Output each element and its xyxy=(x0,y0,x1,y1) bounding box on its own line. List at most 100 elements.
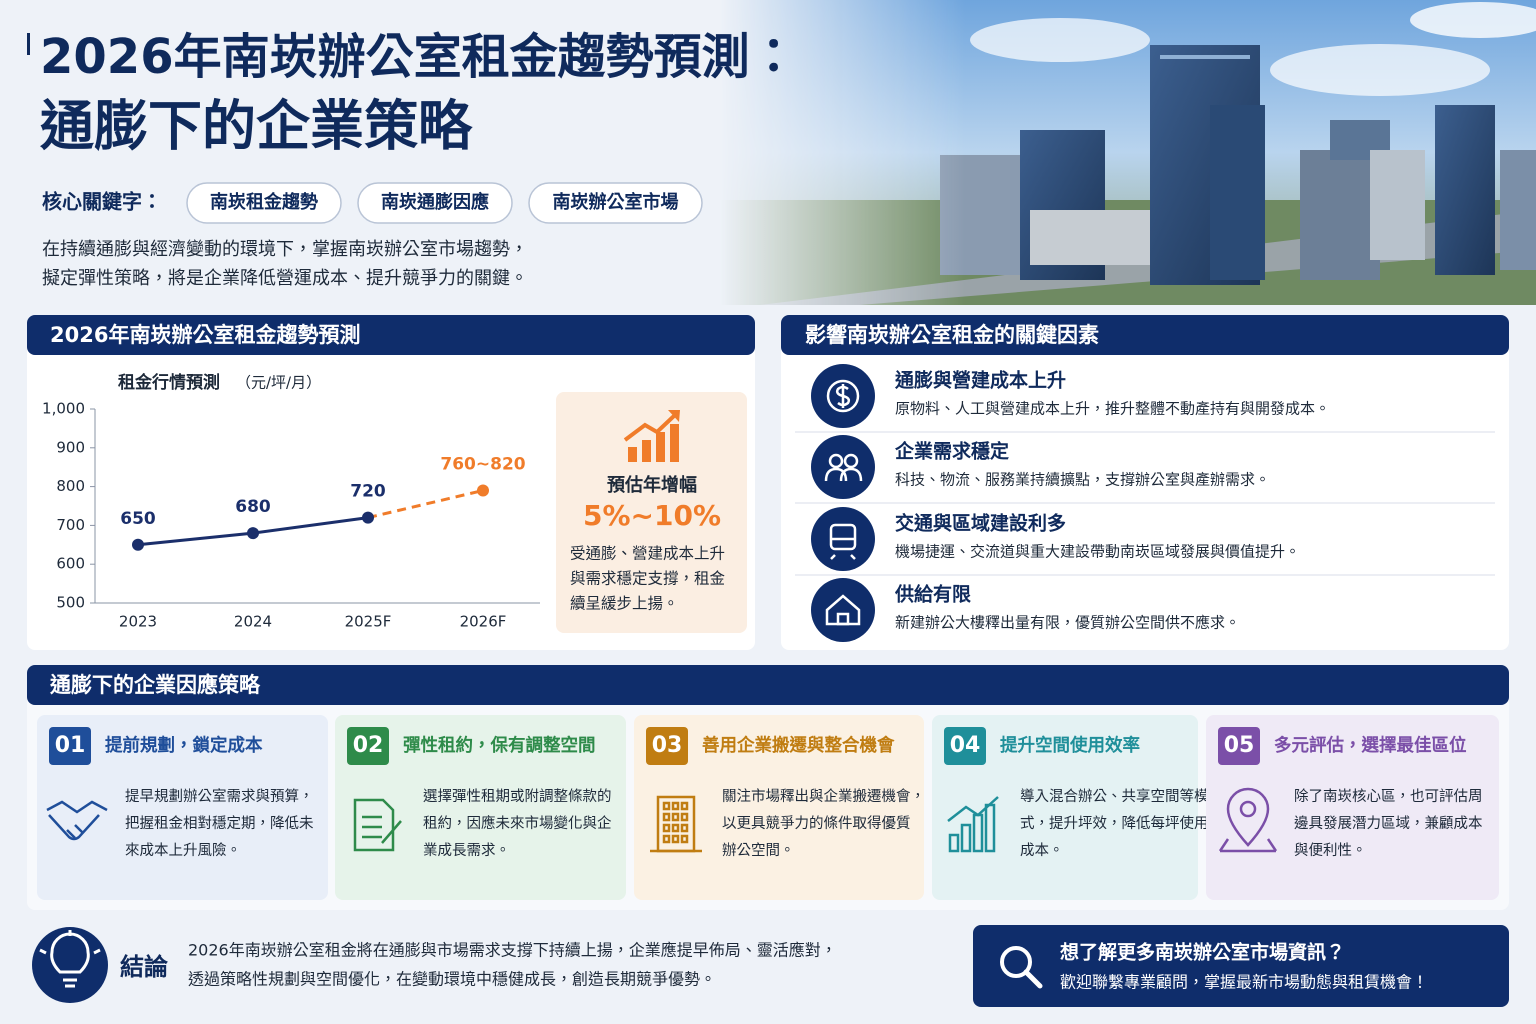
growth-value: 5%~10% xyxy=(583,499,721,532)
glyph xyxy=(680,801,689,811)
conclusion-text: 2026年南崁辦公室租金將在通膨與市場需求支撐下持續上揚，企業應提早佈局、靈活應… xyxy=(188,941,837,960)
strategy-text: 把握租金相對穩定期，降低未 xyxy=(125,815,314,832)
cta[interactable]: 想了解更多南崁辦公室市場資訊？ 歡迎聯繫專業顧問，掌握最新市場動態與租賃機會！ xyxy=(973,925,1509,1007)
strategy-card xyxy=(932,715,1198,900)
glyph xyxy=(46,800,108,841)
x-tick-label: 2026F xyxy=(460,613,507,631)
strategy-icon xyxy=(947,796,999,853)
intro-text: 在持續通膨與經濟變動的環境下，掌握南崁辦公室市場趨勢， xyxy=(42,239,528,260)
data-point xyxy=(477,484,489,497)
strategy-text: 導入混合辦公、共享空間等模 xyxy=(1020,787,1209,805)
glyph xyxy=(948,833,960,853)
strategy-title: 提升空間使用效率 xyxy=(1000,735,1140,756)
title-accent xyxy=(27,33,30,55)
growth-label: 預估年增幅 xyxy=(607,474,697,496)
factor-glyph xyxy=(826,379,860,413)
factor-title: 通膨與營建成本上升 xyxy=(894,369,1066,392)
glyph xyxy=(671,812,680,822)
strategy-card xyxy=(335,715,626,900)
keyword-pill xyxy=(357,182,513,224)
factor-icon xyxy=(811,578,875,642)
conclusion-label: 結論 xyxy=(120,953,169,981)
panel-title: 影響南崁辦公室租金的關鍵因素 xyxy=(805,323,1099,347)
glyph xyxy=(662,801,671,811)
panel-header xyxy=(781,315,1509,355)
line-chart: 500 600 700 800 900 1,000 2023 2024 2025F 2026F 65… xyxy=(42,400,540,631)
glyph xyxy=(1226,787,1270,847)
glyph xyxy=(662,823,671,833)
glyph xyxy=(947,796,999,822)
data-point xyxy=(132,538,144,551)
strategy-text: 式，提升坪效，降低每坪使用 xyxy=(1020,815,1209,832)
glyph xyxy=(671,834,680,844)
number-badge xyxy=(944,727,986,765)
factor-list: 通膨與營建成本上升原物料、人工與營建成本上升，推升整體不動產持有與開發成本。企業… xyxy=(795,364,1495,642)
bulb-glyph xyxy=(39,930,101,988)
panel-title: 2026年南崁辦公室租金趨勢預測 xyxy=(50,323,360,347)
glyph xyxy=(381,820,402,844)
glyph xyxy=(662,812,671,822)
chart-unit: （元/坪/月） xyxy=(236,374,321,392)
glyph xyxy=(824,467,863,482)
factor-title: 交通與區域建設利多 xyxy=(895,512,1066,535)
growth-text: 與需求穩定支撐，租金 xyxy=(570,570,726,588)
factor-title: 供給有限 xyxy=(894,583,971,606)
y-tick-label: 600 xyxy=(56,555,85,573)
growth-icon xyxy=(623,410,680,462)
x-tick-label: 2024 xyxy=(234,613,272,631)
series-line xyxy=(367,489,484,520)
glyph xyxy=(960,823,972,853)
factor-text: 新建辦公大樓釋出量有限，優質辦公空間供不應求。 xyxy=(895,614,1240,632)
strategy-text: 成本。 xyxy=(1020,842,1064,859)
factor-icon xyxy=(811,435,875,499)
title: 2026年南崁辦公室租金趨勢預測： xyxy=(40,29,798,85)
cta-text: 歡迎聯繫專業顧問，掌握最新市場動態與租賃機會！ xyxy=(1060,973,1428,992)
y-tick-label: 700 xyxy=(56,516,85,534)
strategy-text: 除了南崁核心區，也可評估周 xyxy=(1294,788,1483,805)
glyph xyxy=(835,384,851,408)
cta-title: 想了解更多南崁辦公室市場資訊？ xyxy=(1060,941,1345,964)
strategy-number: 02 xyxy=(353,733,384,758)
strategy-text: 提早規劃辦公室需求與預算， xyxy=(125,788,314,805)
strategy-icon xyxy=(1218,787,1278,853)
glyph xyxy=(828,453,844,469)
strategy-title: 多元評估，選擇最佳區位 xyxy=(1274,735,1467,756)
keyword-text: 南崁辦公室市場 xyxy=(553,191,679,213)
strategy-text: 關注市場釋出與企業搬遷機會， xyxy=(722,787,925,805)
data-label: 760~820 xyxy=(440,454,525,474)
bulb-icon xyxy=(32,927,108,1003)
factor-text: 科技、物流、服務業持續擴點，支撐辦公室與產辦需求。 xyxy=(895,471,1270,489)
glyph xyxy=(680,834,689,844)
panel-title: 通膨下的企業因應策略 xyxy=(49,673,261,697)
strategy-text: 業成長需求。 xyxy=(423,842,510,859)
cta-box[interactable] xyxy=(973,925,1509,1007)
x-tick-label: 2025F xyxy=(345,613,392,631)
y-tick-label: 900 xyxy=(56,438,85,456)
glyph xyxy=(826,379,860,413)
strategy-text: 選擇彈性租期或附調整條款的 xyxy=(423,788,612,805)
search-icon xyxy=(1000,946,1032,978)
keyword-pills: 南崁租金趨勢 南崁通膨因應 南崁辦公室市場 xyxy=(186,182,703,224)
y-tick-label: 1,000 xyxy=(42,400,85,418)
number-badge xyxy=(347,727,389,765)
strategy-icon xyxy=(650,795,702,853)
strategy-text: 邊具發展潛力區域，兼顧成本 xyxy=(1294,815,1483,832)
strategy-text: 與便利性。 xyxy=(1294,842,1367,859)
glyph xyxy=(680,823,689,833)
glyph xyxy=(1239,800,1257,818)
number-badge xyxy=(1218,727,1260,765)
conclusion-text: 透過策略性規劃與空間優化，在變動環境中穩健成長，創造長期競爭優勢。 xyxy=(188,970,716,989)
title: 通膨下的企業策略 xyxy=(39,95,473,158)
factor-glyph xyxy=(825,594,861,626)
city-photo xyxy=(720,0,1536,305)
strategy-text: 租約，因應未來市場變化與企 xyxy=(423,814,612,832)
intro-text: 擬定彈性策略，將是企業降低營運成本、提升競爭力的關鍵。 xyxy=(42,268,528,289)
strategy-number: 05 xyxy=(1224,733,1255,758)
keyword-text: 南崁通膨因應 xyxy=(381,191,489,213)
growth-box xyxy=(556,392,747,633)
strategy-number: 04 xyxy=(950,733,981,758)
data-label: 720 xyxy=(350,482,386,502)
strategy-icon xyxy=(46,800,108,841)
data-label: 650 xyxy=(120,509,156,529)
